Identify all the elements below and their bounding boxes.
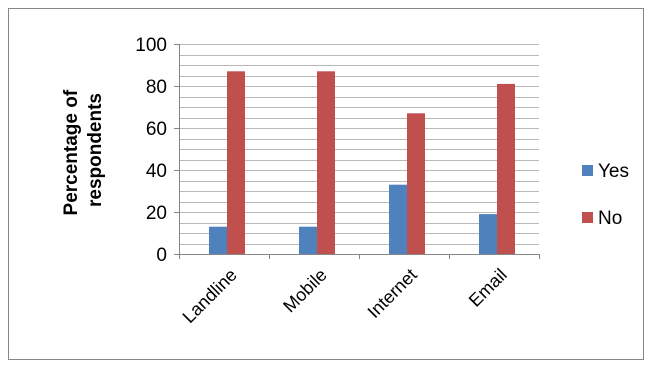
x-tick-label-mobile: Mobile: [279, 265, 331, 317]
y-tick-labels: 0 20 40 60 80 100: [135, 35, 167, 266]
x-tick-label-landline: Landline: [179, 265, 241, 327]
axes: [174, 44, 540, 259]
bar-yes-internet: [389, 184, 407, 254]
y-tick-label: 60: [146, 119, 167, 140]
bar-no-internet: [407, 113, 425, 254]
y-tick-label: 40: [146, 161, 167, 182]
y-tick-label: 0: [156, 245, 167, 266]
legend-swatch-yes: [582, 165, 593, 176]
y-tick-label: 20: [146, 203, 167, 224]
bar-no-email: [497, 83, 515, 255]
bar-no-mobile: [317, 71, 335, 254]
x-tick-label-email: Email: [465, 265, 511, 311]
bars: [209, 71, 515, 255]
legend-label-yes: Yes: [598, 161, 629, 182]
y-axis-title: Percentage of respondents: [61, 85, 106, 216]
x-tick-labels: Landline Mobile Internet Email: [179, 265, 511, 327]
y-axis-title-line-1: Percentage of: [61, 89, 82, 215]
y-tick-label: 100: [135, 35, 167, 56]
bar-yes-mobile: [299, 226, 317, 254]
y-tick-label: 80: [146, 77, 167, 98]
bar-yes-email: [479, 214, 497, 254]
legend-label-no: No: [598, 208, 622, 229]
y-axis-title-line-2: respondents: [85, 93, 106, 207]
legend-swatch-no: [582, 212, 593, 223]
x-tick-label-internet: Internet: [364, 265, 421, 322]
bar-no-landline: [227, 71, 245, 254]
legend: Yes No: [582, 161, 629, 229]
bar-yes-landline: [209, 226, 227, 254]
